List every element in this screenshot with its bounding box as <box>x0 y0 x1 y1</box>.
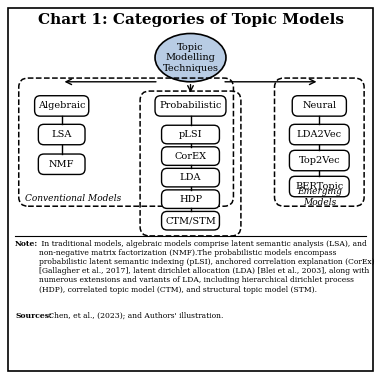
Text: In traditional models, algebraic models comprise latent semantic analysis (LSA),: In traditional models, algebraic models … <box>38 240 374 294</box>
Text: Probabilistic: Probabilistic <box>159 102 222 110</box>
FancyBboxPatch shape <box>290 124 349 145</box>
FancyBboxPatch shape <box>292 96 346 116</box>
Text: Chen, et al., (2023); and Authors' illustration.: Chen, et al., (2023); and Authors' illus… <box>46 312 223 320</box>
Text: LDA: LDA <box>180 173 201 182</box>
Text: CTM/STM: CTM/STM <box>165 216 216 225</box>
Text: Note:: Note: <box>15 240 38 247</box>
FancyBboxPatch shape <box>155 96 226 116</box>
Text: Topic
Modelling
Techniques: Topic Modelling Techniques <box>163 43 218 72</box>
Text: LDA2Vec: LDA2Vec <box>297 130 342 139</box>
Ellipse shape <box>155 33 226 82</box>
Text: Emerging
Models: Emerging Models <box>297 187 342 207</box>
FancyBboxPatch shape <box>162 190 219 208</box>
Text: NMF: NMF <box>49 160 74 169</box>
Text: pLSI: pLSI <box>179 130 202 139</box>
FancyBboxPatch shape <box>38 154 85 174</box>
FancyBboxPatch shape <box>35 96 89 116</box>
FancyBboxPatch shape <box>162 147 219 165</box>
Text: Algebraic: Algebraic <box>38 102 85 110</box>
Text: LSA: LSA <box>51 130 72 139</box>
Text: BERTopic: BERTopic <box>295 182 343 191</box>
FancyBboxPatch shape <box>162 211 219 230</box>
FancyBboxPatch shape <box>38 124 85 145</box>
FancyBboxPatch shape <box>290 176 349 197</box>
Text: HDP: HDP <box>179 195 202 204</box>
Text: Top2Vec: Top2Vec <box>298 156 340 165</box>
FancyBboxPatch shape <box>290 150 349 171</box>
Text: Conventional Models: Conventional Models <box>25 194 121 203</box>
Text: Sources:: Sources: <box>15 312 52 320</box>
Text: Neural: Neural <box>302 102 336 110</box>
Text: CorEX: CorEX <box>174 152 207 161</box>
FancyBboxPatch shape <box>162 125 219 144</box>
FancyBboxPatch shape <box>162 168 219 187</box>
Text: Chart 1: Categories of Topic Models: Chart 1: Categories of Topic Models <box>37 13 344 27</box>
